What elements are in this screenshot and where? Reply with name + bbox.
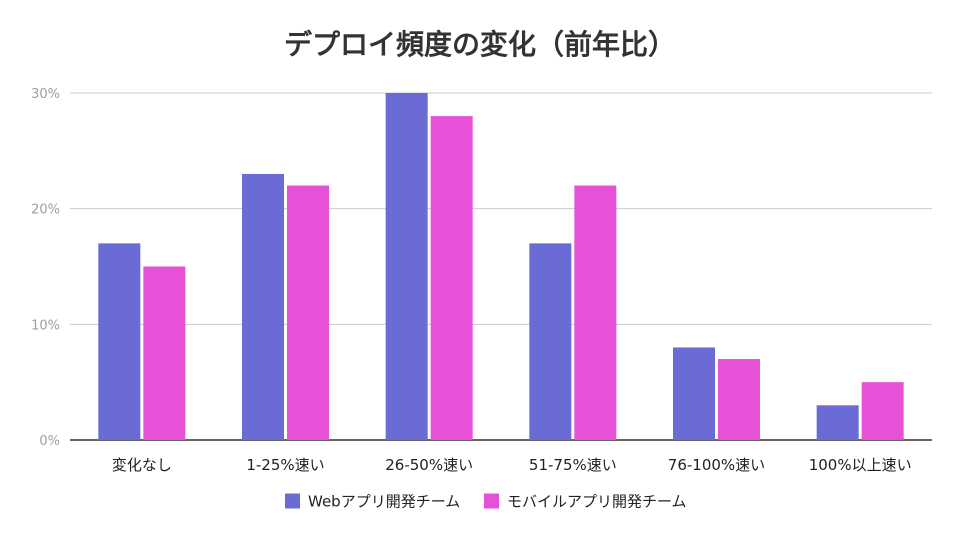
legend-swatch	[484, 493, 499, 509]
bar	[861, 382, 904, 440]
bar	[287, 185, 329, 440]
legend-label: Webアプリ開発チーム	[308, 493, 460, 511]
y-tick-label: 10%	[31, 318, 60, 333]
x-tick-label: 51-75%速い	[529, 456, 617, 474]
y-tick-label: 30%	[31, 87, 60, 102]
bar	[385, 93, 428, 440]
legend-label: モバイルアプリ開発チーム	[507, 493, 687, 511]
bar	[718, 359, 760, 440]
bar	[529, 243, 572, 440]
y-axis-ticks: 0% 10% 20% 30%	[31, 87, 60, 449]
bars	[98, 93, 904, 440]
x-tick-label: 100%以上速い	[809, 456, 912, 474]
y-tick-label: 0%	[39, 434, 60, 449]
x-tick-label: 1-25%速い	[246, 456, 324, 474]
bar	[98, 243, 141, 440]
legend: Webアプリ開発チーム モバイルアプリ開発チーム	[285, 493, 687, 511]
bar	[430, 116, 473, 440]
bar	[242, 173, 284, 440]
y-tick-label: 20%	[31, 203, 60, 218]
x-axis-labels: 変化なし 1-25%速い 26-50%速い 51-75%速い 76-100%速い 100%…	[112, 456, 912, 474]
x-tick-label: 変化なし	[112, 456, 172, 474]
x-tick-label: 76-100%速い	[668, 456, 765, 474]
chart-title: デプロイ頻度の変化（前年比）	[284, 28, 676, 61]
bar	[143, 266, 186, 440]
x-tick-label: 26-50%速い	[385, 456, 473, 474]
bar	[673, 347, 715, 440]
legend-swatch	[285, 493, 300, 509]
grid	[70, 92, 932, 441]
bar	[574, 185, 617, 440]
bar	[816, 405, 859, 440]
